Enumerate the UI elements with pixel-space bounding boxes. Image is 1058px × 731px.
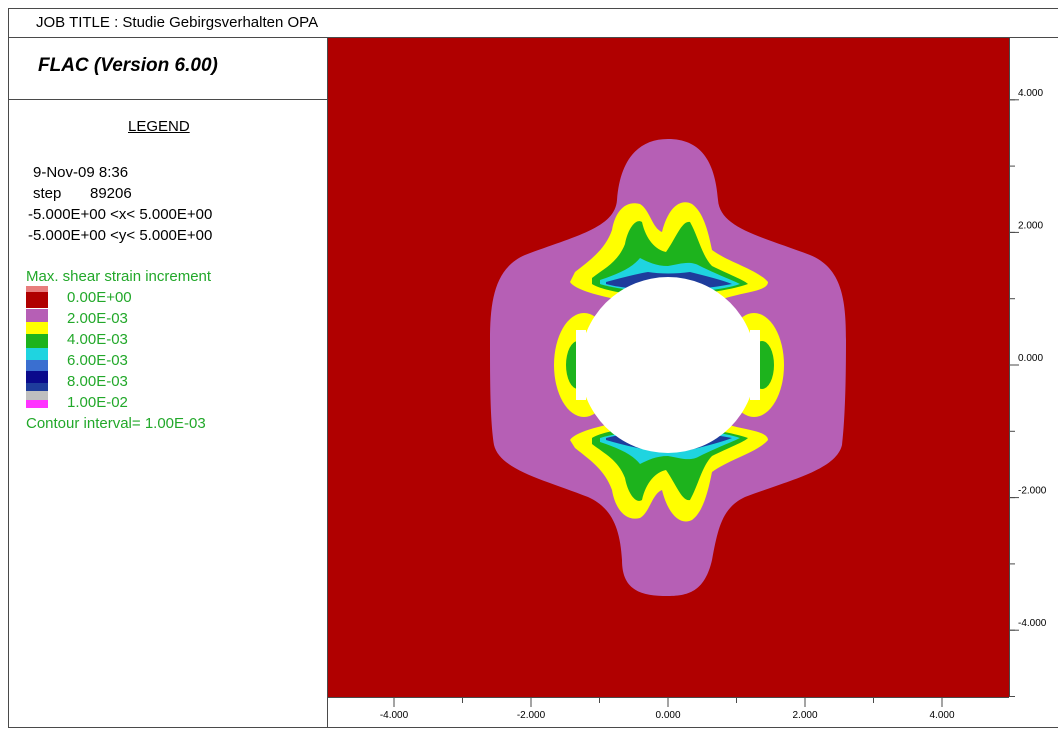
swatch-magenta (26, 400, 48, 408)
x-tick-label: -2.000 (517, 710, 546, 721)
x-axis-ticks: -4.000 -2.000 0.000 2.000 4.000 (380, 697, 955, 721)
legend-level-label: 8.00E-03 (67, 373, 128, 390)
swatch-cyan (26, 348, 48, 360)
job-title-bar (8, 8, 1058, 38)
legend-level-label: 0.00E+00 (67, 289, 132, 306)
swatch-blue (26, 360, 48, 371)
legend-quantity: Max. shear strain increment (26, 268, 212, 285)
opening-edge-left (576, 330, 586, 400)
legend-date-time: 9-Nov-09 8:36 (33, 164, 129, 181)
swatch-navy (26, 383, 48, 391)
swatch-dark-red (26, 292, 48, 308)
legend-step-label: step (33, 185, 62, 202)
swatch-purple (26, 309, 48, 322)
legend-level-label: 1.00E-02 (67, 394, 128, 411)
legend-y-range: -5.000E+00 <y< 5.000E+00 (28, 227, 213, 244)
legend-level-label: 2.00E-03 (67, 310, 128, 327)
x-tick-label: 4.000 (929, 710, 954, 721)
legend-x-range: -5.000E+00 <x< 5.000E+00 (28, 206, 213, 223)
legend-step-value: 89206 (90, 185, 132, 202)
y-tick-label: -2.000 (1018, 486, 1047, 497)
swatch-dark-blue (26, 371, 48, 383)
legend-level-label: 6.00E-03 (67, 352, 128, 369)
y-tick-label: 4.000 (1018, 88, 1043, 99)
legend-heading: LEGEND (128, 118, 190, 135)
opening-edge-right (750, 330, 760, 400)
y-tick-label: 2.000 (1018, 220, 1043, 231)
legend-level-label: 4.00E-03 (67, 331, 128, 348)
y-tick-label: 0.000 (1018, 353, 1043, 364)
y-tick-label: -4.000 (1018, 618, 1047, 629)
swatch-yellow (26, 322, 48, 334)
x-tick-label: 2.000 (792, 710, 817, 721)
job-title: JOB TITLE : Studie Gebirgsverhalten OPA (36, 14, 319, 31)
x-tick-label: -4.000 (380, 710, 409, 721)
legend-separator (327, 37, 328, 728)
y-axis-ticks: 4.000 2.000 0.000 -2.000 -4.000 (1009, 88, 1047, 697)
swatch-green (26, 334, 48, 348)
tunnel-opening (580, 277, 756, 453)
x-tick-label: 0.000 (655, 710, 680, 721)
right-axis-line (1009, 37, 1010, 697)
program-title: FLAC (Version 6.00) (38, 55, 218, 76)
legend-contour-interval: Contour interval= 1.00E-03 (26, 415, 206, 432)
swatch-grey (26, 391, 48, 400)
swatch-light-red (26, 286, 48, 292)
